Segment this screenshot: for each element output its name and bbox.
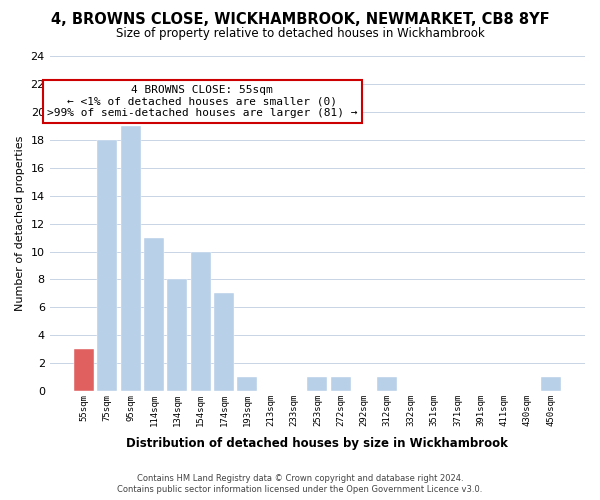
Bar [97,140,117,391]
Bar [167,280,187,391]
Bar [214,294,234,391]
Bar [307,377,327,391]
Bar [121,126,140,391]
Bar [377,377,397,391]
Bar [238,377,257,391]
X-axis label: Distribution of detached houses by size in Wickhambrook: Distribution of detached houses by size … [127,437,508,450]
Text: Contains HM Land Registry data © Crown copyright and database right 2024.
Contai: Contains HM Land Registry data © Crown c… [118,474,482,494]
Text: Size of property relative to detached houses in Wickhambrook: Size of property relative to detached ho… [116,28,484,40]
Bar [331,377,350,391]
Bar [144,238,164,391]
Bar [74,349,94,391]
Text: 4, BROWNS CLOSE, WICKHAMBROOK, NEWMARKET, CB8 8YF: 4, BROWNS CLOSE, WICKHAMBROOK, NEWMARKET… [50,12,550,28]
Bar [541,377,560,391]
Bar [191,252,211,391]
Y-axis label: Number of detached properties: Number of detached properties [15,136,25,312]
Text: 4 BROWNS CLOSE: 55sqm
← <1% of detached houses are smaller (0)
>99% of semi-deta: 4 BROWNS CLOSE: 55sqm ← <1% of detached … [47,85,358,118]
